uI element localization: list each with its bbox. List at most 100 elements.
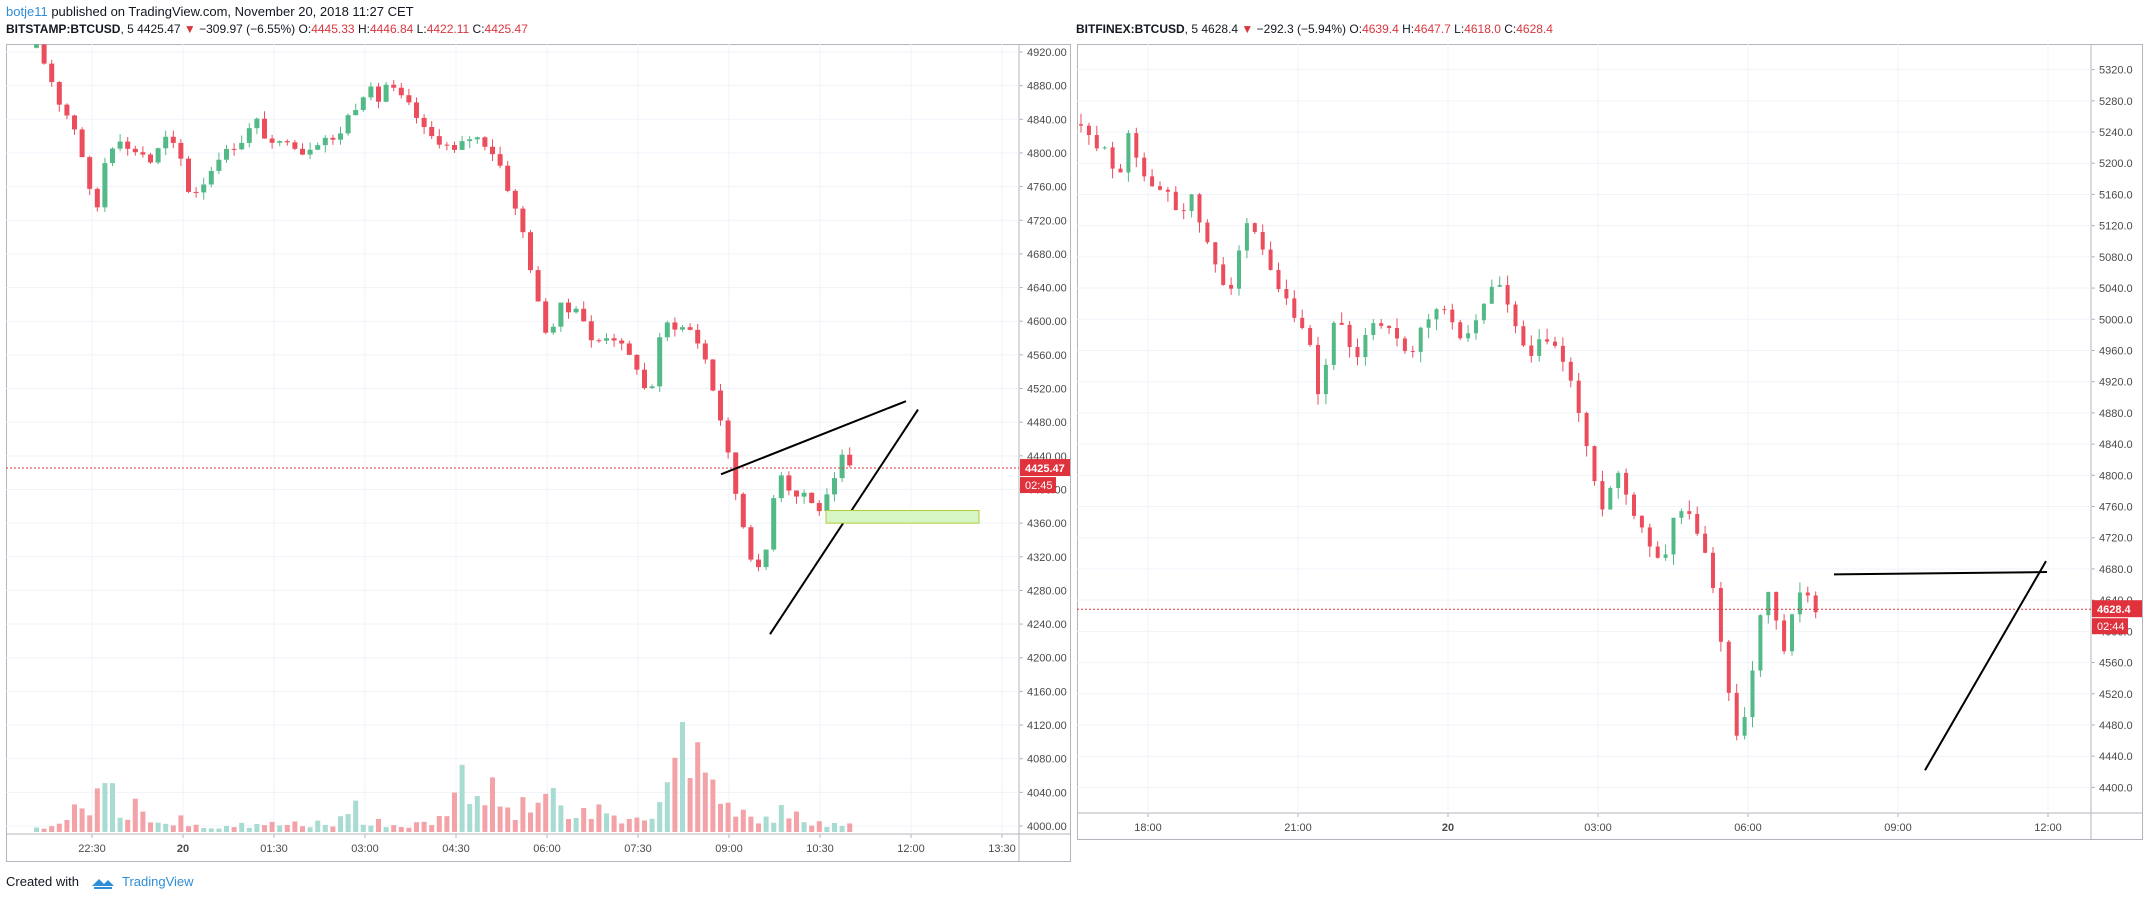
candle-body <box>1442 309 1447 311</box>
x-tick-label: 12:00 <box>2034 822 2062 834</box>
candle-body <box>520 208 526 233</box>
right-chart-pane[interactable]: 5320.0 5280.0 5240.0 5200.0 5160.0 5120.0 5080… <box>1077 44 2143 840</box>
candle-body <box>1734 692 1739 736</box>
volume-bar <box>368 825 374 832</box>
volume-bar <box>581 808 587 832</box>
tradingview-link[interactable]: TradingView <box>122 874 194 889</box>
candle-body <box>1505 285 1510 305</box>
candle-body <box>1276 269 1281 290</box>
y-tick-label: 5280.0 <box>2099 96 2133 108</box>
y-tick-label: 4080.00 <box>1027 754 1067 766</box>
candle-body <box>1584 412 1589 447</box>
left-close: 4425.47 <box>484 22 528 36</box>
left-chart-pane[interactable]: 4920.00 4880.00 4840.00 4800.00 4760.00 4720.… <box>6 44 1071 862</box>
candle-body <box>246 128 252 143</box>
y-tick-label: 4480.00 <box>1027 417 1067 429</box>
candle-body <box>778 475 784 499</box>
candle-body <box>1782 620 1787 652</box>
candle-body <box>148 154 153 163</box>
candle-body <box>444 144 450 146</box>
candle-body <box>718 390 723 421</box>
candle-body <box>452 145 457 150</box>
volume-bar <box>733 816 739 832</box>
y-tick-label: 4440.0 <box>2099 751 2133 763</box>
right-last-price: 4628.4 <box>1201 22 1239 36</box>
volume-bar <box>505 807 511 832</box>
candle-body <box>110 148 115 164</box>
volume-bar <box>672 757 678 832</box>
candle-body <box>1553 341 1557 346</box>
volume-bar <box>664 782 670 832</box>
candle-body <box>1094 135 1099 149</box>
volume-bar <box>406 827 412 832</box>
candle-body <box>1671 517 1676 555</box>
candle-body <box>239 142 245 150</box>
candle-body <box>1703 533 1708 553</box>
candle-body <box>1711 552 1715 588</box>
candle-body <box>307 149 313 155</box>
candle-body <box>490 146 495 155</box>
publisher-username[interactable]: botje11 <box>6 4 48 19</box>
right-low-label: L: <box>1454 22 1465 36</box>
candle-body <box>345 115 351 134</box>
current-price-label: 4425.47 <box>1025 463 1065 475</box>
volume-bar <box>611 815 617 832</box>
candle-body <box>300 148 305 155</box>
candle-body <box>1497 285 1502 287</box>
candle-body <box>588 321 594 341</box>
chart-border <box>6 44 1071 862</box>
footer: Created with TradingView <box>6 874 194 892</box>
candle-body <box>1244 223 1249 251</box>
candle-body <box>1466 333 1471 339</box>
candle-body <box>1489 286 1494 304</box>
volume-bar <box>391 825 397 832</box>
candle-body <box>1165 189 1170 192</box>
candle-body <box>429 127 435 137</box>
volume-bar <box>132 798 138 832</box>
y-tick-label: 4560.00 <box>1027 350 1067 362</box>
candle-body <box>816 503 822 512</box>
right-symbol[interactable]: BITFINEX:BTCUSD <box>1076 22 1185 36</box>
left-symbol[interactable]: BITSTAMP:BTCUSD <box>6 22 121 36</box>
candle-body <box>1237 250 1241 289</box>
candle-body <box>269 138 275 143</box>
volume-bar <box>558 805 564 832</box>
candle-body <box>1418 327 1423 352</box>
candle-body <box>748 527 754 560</box>
countdown-label: 02:44 <box>2097 621 2125 633</box>
left-close-label: C: <box>472 22 485 36</box>
y-tick-label: 4720.00 <box>1027 215 1067 227</box>
candle-body <box>292 142 298 149</box>
candle-body <box>596 340 602 342</box>
trend-line-upper <box>720 400 907 476</box>
candle-body <box>1410 351 1415 353</box>
candle-body <box>756 559 761 568</box>
candle-body <box>1790 614 1794 652</box>
candle-body <box>1221 264 1226 285</box>
candle-body <box>847 454 853 466</box>
candle-body <box>1639 515 1644 528</box>
y-tick-label: 4200.00 <box>1027 653 1067 665</box>
volume-bar <box>170 825 176 832</box>
volume-bar <box>718 803 723 832</box>
candle-body <box>436 136 442 145</box>
volume-bar <box>657 802 663 832</box>
left-open-label: O: <box>298 22 312 36</box>
volume-bar <box>292 821 298 832</box>
y-tick-label: 5040.0 <box>2099 283 2133 295</box>
candle-body <box>1110 147 1115 169</box>
y-tick-label: 4520.0 <box>2099 689 2133 701</box>
candle-body <box>710 359 716 391</box>
candle-body <box>277 141 283 143</box>
candle-body <box>201 184 207 193</box>
y-tick-label: 4800.0 <box>2099 470 2133 482</box>
candle-body <box>771 498 777 550</box>
candle-body <box>353 109 359 116</box>
candle-body <box>1537 339 1542 356</box>
candle-body <box>1292 298 1297 318</box>
candle-body <box>687 327 693 330</box>
y-tick-label: 4920.0 <box>2099 377 2133 389</box>
candle-body <box>680 327 685 330</box>
candle-body <box>284 141 290 143</box>
x-tick-label: 20 <box>1442 822 1454 834</box>
